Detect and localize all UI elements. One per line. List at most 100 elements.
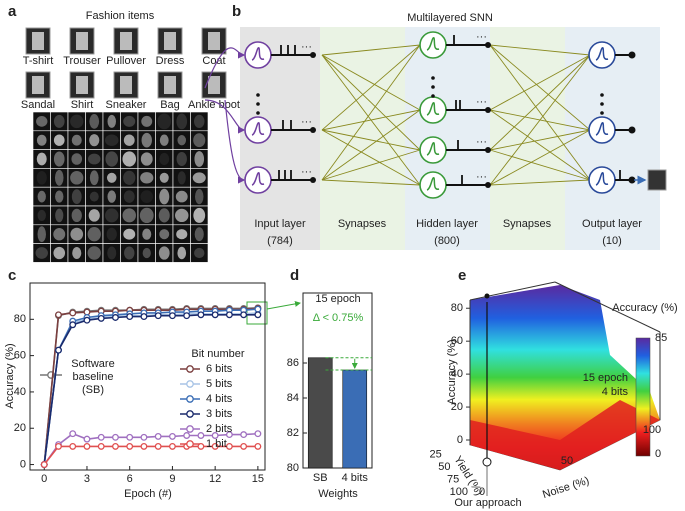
sample-item [122, 151, 137, 167]
neuron-symbol [595, 172, 609, 186]
synapse [489, 109, 591, 181]
data-point [197, 442, 205, 450]
layer-name: Input layer [254, 218, 306, 230]
data-point [97, 314, 105, 322]
ellipsis: ··· [301, 116, 312, 128]
data-point [154, 312, 162, 320]
data-point [126, 313, 134, 321]
data-point [183, 432, 191, 439]
terminal [628, 126, 636, 134]
sample-item [123, 228, 136, 240]
x-tick-label: 50 [561, 455, 573, 467]
series-line [43, 445, 258, 466]
plot-frame [29, 282, 266, 471]
sample-item [122, 208, 136, 223]
sample-item [104, 134, 119, 146]
bar [307, 357, 333, 469]
x-tick-label: 4 bits [342, 472, 369, 484]
panel-title: Multilayered SNN [407, 12, 493, 24]
terminal [310, 127, 316, 133]
item-shape [32, 32, 44, 50]
neuron [419, 171, 447, 199]
sample-item [70, 227, 84, 241]
sample-item [140, 172, 154, 184]
sample-item [194, 151, 205, 167]
neuron [419, 96, 447, 124]
sample-item [159, 134, 169, 146]
sample-item [36, 152, 47, 166]
data-point [112, 442, 119, 450]
x-axis-label: Epoch (#) [124, 488, 172, 500]
data-point [97, 442, 105, 450]
item-shape [76, 76, 88, 94]
synapse [321, 129, 421, 186]
sample-item [53, 246, 66, 260]
y-tick-label: 25 [430, 448, 442, 460]
x-tick-label: 12 [209, 473, 221, 485]
layer-size: (784) [267, 235, 293, 247]
neuron [588, 116, 616, 144]
item-shape [208, 32, 220, 50]
item-label: Dress [156, 55, 185, 67]
data-point [254, 311, 262, 319]
sample-item [72, 246, 82, 260]
sample-item [89, 170, 99, 186]
y-tick-label: 40 [14, 386, 26, 398]
marker-label: Our approach [454, 497, 521, 509]
legend-label: 4 bits [206, 393, 233, 405]
neuron [244, 116, 272, 144]
data-point [83, 435, 91, 443]
annotation: Δ < 0.75% [313, 312, 364, 324]
y-tick-label: 80 [14, 313, 26, 325]
synapse [489, 54, 591, 151]
neuron [588, 166, 616, 194]
dots [431, 85, 435, 89]
sample-item [123, 134, 135, 146]
ellipsis: ··· [476, 96, 487, 108]
neuron [419, 136, 447, 164]
annotation: 15 epoch [315, 293, 360, 305]
sample-item [53, 228, 66, 241]
data-point [225, 442, 233, 450]
dots [256, 102, 260, 106]
data-point [240, 311, 248, 319]
panel-letter: e [458, 267, 466, 284]
panel-letter: b [232, 3, 241, 20]
sample-item [158, 208, 170, 223]
neuron-symbol [251, 47, 265, 61]
legend-marker [186, 365, 194, 373]
data-point [211, 432, 219, 439]
z-tick-label: 0 [457, 434, 463, 446]
sample-item [140, 190, 154, 203]
sample-item [105, 208, 119, 223]
data-point [168, 312, 176, 320]
series-line [43, 313, 258, 465]
sample-item [158, 246, 170, 260]
dots [600, 111, 604, 115]
synapse [321, 44, 421, 181]
neuron [244, 166, 272, 194]
sample-item [87, 227, 101, 242]
x-tick-label: 0 [479, 486, 485, 498]
data-point [83, 308, 91, 316]
legend-label: 2 bits [206, 423, 233, 435]
sample-item [159, 152, 170, 166]
sample-item [55, 190, 64, 203]
sample-item [176, 113, 188, 130]
data-point [154, 432, 162, 440]
synapse [489, 129, 591, 151]
x-tick-label: 100 [643, 424, 661, 436]
item-shape [120, 76, 132, 94]
box-edge [469, 281, 556, 301]
synapse [321, 109, 421, 131]
panel-letter: c [8, 267, 16, 284]
y-axis-label: Accuracy (%) [4, 343, 16, 408]
marker-top [484, 293, 490, 299]
item-label: Trouser [63, 55, 101, 67]
layer-name: Output layer [582, 218, 642, 230]
data-point [140, 433, 148, 441]
data-point [40, 461, 48, 469]
sample-item [176, 151, 187, 167]
data-point [55, 442, 62, 450]
synapse [321, 179, 421, 186]
